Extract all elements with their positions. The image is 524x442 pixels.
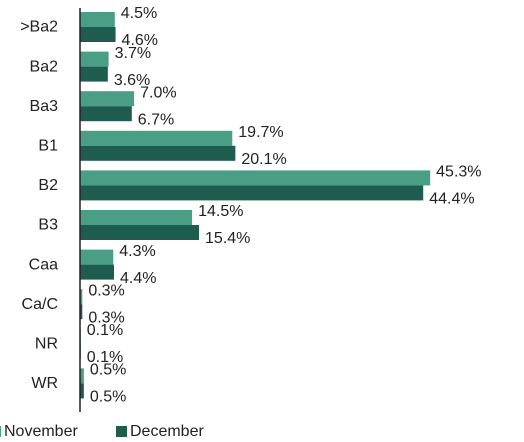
value-label: 0.1% bbox=[87, 349, 123, 366]
category-label: B3 bbox=[38, 217, 58, 234]
bar bbox=[80, 368, 84, 384]
value-label: 3.6% bbox=[114, 72, 150, 89]
value-label: 45.3% bbox=[436, 164, 481, 181]
bar bbox=[80, 264, 115, 280]
bar bbox=[80, 91, 135, 107]
category-label: Ca/C bbox=[22, 296, 58, 313]
category-label: >Ba2 bbox=[20, 19, 58, 36]
value-label: 0.5% bbox=[90, 362, 126, 379]
value-label: 14.5% bbox=[198, 203, 243, 220]
bar bbox=[80, 304, 83, 320]
category-label: B1 bbox=[38, 138, 58, 155]
value-label: 4.3% bbox=[119, 243, 155, 260]
value-label: 0.5% bbox=[90, 389, 126, 406]
bar bbox=[80, 66, 108, 82]
value-label: 7.0% bbox=[140, 84, 176, 101]
bar bbox=[80, 12, 115, 27]
bar bbox=[80, 210, 193, 225]
value-label: 4.6% bbox=[122, 32, 158, 49]
bar bbox=[80, 145, 236, 161]
value-label: 20.1% bbox=[241, 151, 286, 168]
value-label: 4.5% bbox=[121, 5, 157, 22]
bar bbox=[80, 106, 132, 122]
legend-label: November bbox=[4, 423, 78, 440]
bar bbox=[80, 185, 424, 201]
category-label: WR bbox=[31, 375, 58, 392]
value-label: 6.7% bbox=[138, 111, 174, 128]
value-label: 0.1% bbox=[87, 322, 123, 339]
value-label: 3.7% bbox=[115, 45, 151, 62]
bar bbox=[80, 249, 114, 265]
value-label: 4.4% bbox=[120, 270, 156, 287]
value-label: 44.4% bbox=[429, 191, 474, 208]
bar bbox=[80, 170, 431, 186]
bar bbox=[80, 27, 116, 42]
bar bbox=[80, 289, 83, 305]
value-label: 19.7% bbox=[238, 124, 283, 141]
legend-swatch bbox=[116, 426, 127, 437]
value-label: 0.3% bbox=[88, 282, 124, 299]
category-label: B2 bbox=[38, 177, 58, 194]
bar bbox=[80, 383, 84, 399]
legend-swatch bbox=[0, 426, 1, 437]
category-label: Ba2 bbox=[30, 58, 59, 75]
category-label: Caa bbox=[29, 256, 58, 273]
category-label: Ba3 bbox=[30, 98, 59, 115]
legend-label: December bbox=[130, 423, 204, 440]
bar bbox=[80, 225, 200, 240]
bar bbox=[80, 130, 233, 146]
category-label: NR bbox=[35, 336, 58, 353]
bar bbox=[80, 51, 109, 67]
value-label: 15.4% bbox=[205, 230, 250, 247]
value-label: 0.3% bbox=[88, 309, 124, 326]
